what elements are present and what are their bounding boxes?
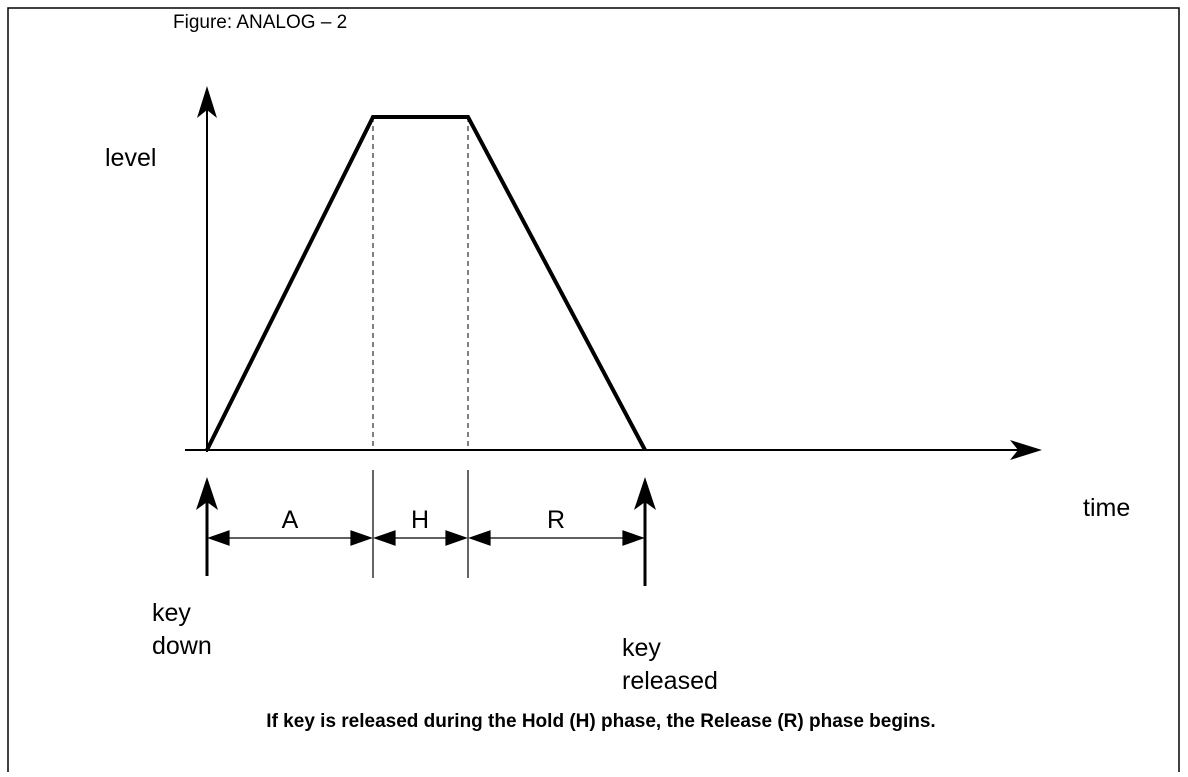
- frame: [7, 7, 1180, 777]
- x-axis-arrowhead: [1010, 440, 1042, 460]
- event-arrowhead: [634, 477, 656, 510]
- y-axis-arrowhead: [197, 86, 217, 118]
- event-label: down: [152, 632, 212, 660]
- phase-label: R: [547, 506, 565, 534]
- x-axis-label: time: [1083, 494, 1130, 522]
- event-label: key: [152, 599, 191, 627]
- event-arrowhead: [196, 477, 218, 510]
- y-axis-label: level: [105, 144, 156, 172]
- caption: If key is released during the Hold (H) p…: [266, 711, 935, 732]
- envelope: [205, 115, 647, 451]
- event-label: released: [622, 667, 718, 695]
- phase-label: H: [411, 506, 429, 534]
- phase-label: A: [282, 506, 299, 534]
- event-label: key: [622, 634, 661, 662]
- figure-label: Figure: ANALOG – 2: [173, 12, 347, 33]
- dimension-arrows: [207, 530, 645, 546]
